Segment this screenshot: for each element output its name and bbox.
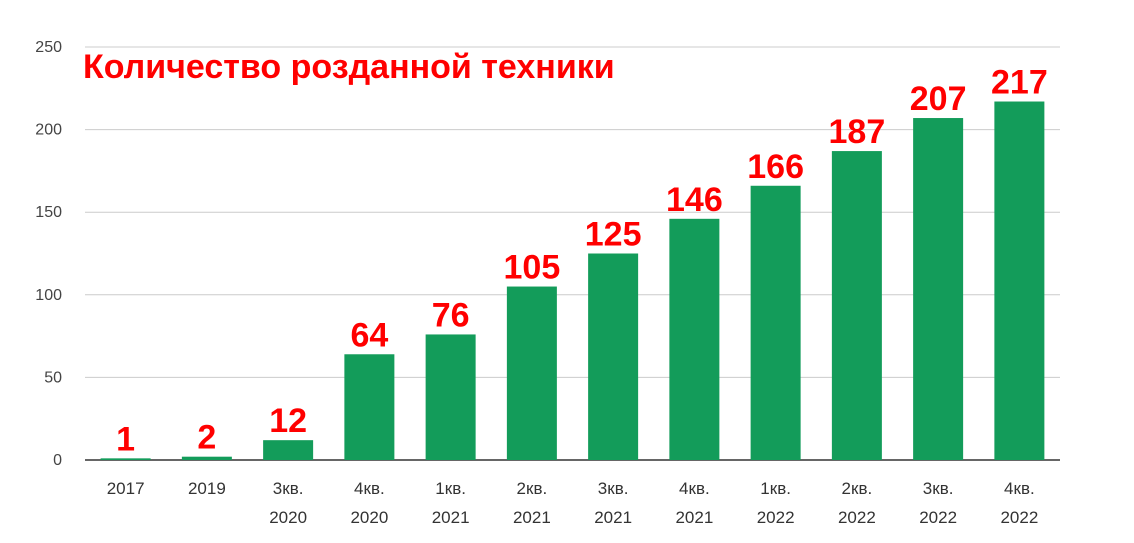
y-axis-ticks: 0 50 100 150 200 250 <box>35 39 62 469</box>
bar <box>100 458 151 460</box>
category-label: 2020 <box>350 508 388 527</box>
data-label: 12 <box>269 402 307 440</box>
bar <box>263 440 314 460</box>
y-tick-label: 200 <box>35 122 62 139</box>
y-tick-label: 50 <box>44 369 62 386</box>
bar <box>669 218 720 460</box>
bar <box>506 286 557 460</box>
data-label: 187 <box>829 113 886 151</box>
bar <box>831 151 882 461</box>
bar <box>913 118 964 460</box>
y-tick-label: 100 <box>35 287 62 304</box>
category-label: 2021 <box>513 508 551 527</box>
category-label: 1кв. <box>760 479 791 498</box>
bar <box>994 101 1045 461</box>
bar <box>425 334 476 460</box>
category-label: 2022 <box>757 508 795 527</box>
category-label: 2021 <box>594 508 632 527</box>
category-labels: 2017 2019 3кв. 2020 4кв. 2020 1кв. 2021 2кв. 2021… <box>107 479 1039 527</box>
data-label: 146 <box>666 181 723 219</box>
data-label: 76 <box>432 296 470 334</box>
data-label: 217 <box>991 64 1048 102</box>
data-label: 207 <box>910 80 967 118</box>
data-label: 2 <box>197 419 216 457</box>
category-label: 4кв. <box>679 479 710 498</box>
bar <box>750 185 801 460</box>
bar <box>181 456 232 460</box>
category-label: 2022 <box>838 508 876 527</box>
category-label: 4кв. <box>354 479 385 498</box>
category-label: 2017 <box>107 479 145 498</box>
category-label: 3кв. <box>273 479 304 498</box>
category-label: 2022 <box>919 508 957 527</box>
category-label: 1кв. <box>435 479 466 498</box>
y-tick-label: 250 <box>35 39 62 56</box>
category-label: 2019 <box>188 479 226 498</box>
y-tick-label: 0 <box>53 452 62 469</box>
data-label: 1 <box>116 420 135 458</box>
category-label: 3кв. <box>598 479 629 498</box>
category-label: 2кв. <box>517 479 548 498</box>
category-label: 4кв. <box>1004 479 1035 498</box>
bars <box>100 101 1045 461</box>
data-label: 166 <box>747 148 804 186</box>
bar <box>344 354 395 460</box>
chart-title: Количество розданной техники <box>83 48 615 86</box>
category-label: 2021 <box>675 508 713 527</box>
y-tick-label: 150 <box>35 204 62 221</box>
data-label: 105 <box>504 249 561 287</box>
category-label: 2кв. <box>842 479 873 498</box>
category-label: 2021 <box>432 508 470 527</box>
category-label: 2020 <box>269 508 307 527</box>
bar <box>588 253 639 460</box>
data-label: 64 <box>350 316 388 354</box>
gridlines <box>85 46 1060 461</box>
data-label: 125 <box>585 216 642 254</box>
category-label: 3кв. <box>923 479 954 498</box>
category-label: 2022 <box>1000 508 1038 527</box>
